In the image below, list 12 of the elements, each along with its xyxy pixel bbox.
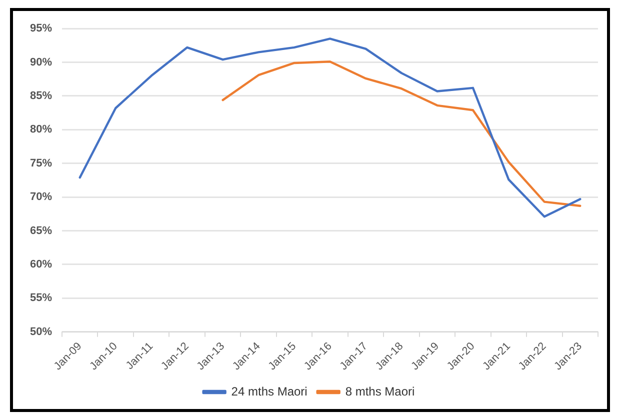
y-tick-label: 95% — [30, 22, 52, 35]
legend-label: 8 mths Maori — [345, 384, 415, 398]
legend-label: 24 mths Maori — [231, 384, 308, 398]
y-tick-label: 55% — [30, 292, 52, 304]
y-tick-label: 50% — [30, 326, 52, 338]
y-tick-label: 80% — [30, 124, 52, 136]
y-tick-label: 65% — [30, 224, 52, 237]
y-tick-label: 85% — [30, 90, 52, 102]
y-tick-label: 60% — [30, 258, 52, 271]
y-tick-label: 75% — [30, 157, 52, 170]
y-tick-label: 70% — [30, 191, 52, 204]
y-tick-label: 90% — [30, 56, 52, 68]
